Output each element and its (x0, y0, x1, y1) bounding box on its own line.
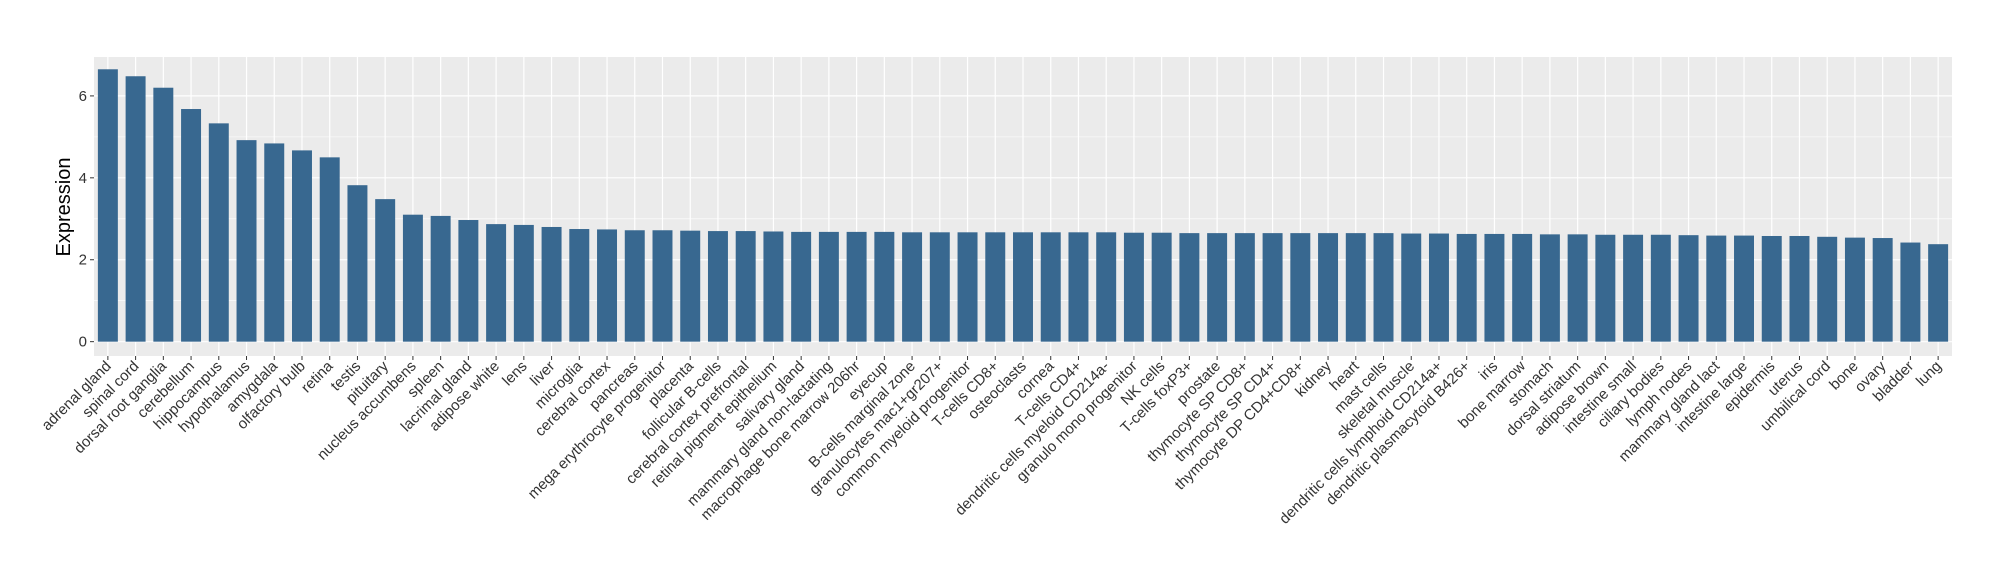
bar (735, 231, 756, 342)
bar (486, 224, 507, 342)
bar (1456, 233, 1477, 342)
bar (1234, 233, 1255, 342)
bar (402, 214, 423, 342)
bar (652, 230, 673, 342)
bar (97, 69, 118, 342)
x-tick-label: lens (499, 358, 530, 389)
bar (1179, 233, 1200, 342)
bar (375, 199, 396, 342)
bar (624, 230, 645, 342)
bar (1928, 244, 1949, 342)
y-tick-label: 2 (79, 252, 87, 269)
bar (929, 232, 950, 342)
bar (1068, 232, 1089, 342)
bar (1207, 233, 1228, 342)
bar (1650, 234, 1671, 342)
bar (1817, 236, 1838, 342)
bar (264, 143, 285, 342)
x-tick-label: lung (1913, 358, 1945, 390)
y-axis-title: Expression (53, 158, 75, 257)
bar (1345, 233, 1366, 342)
bar (569, 229, 590, 342)
bar (1844, 237, 1865, 342)
bar (1040, 232, 1061, 342)
bar (1900, 242, 1921, 342)
bar (1539, 234, 1560, 342)
x-tick-label: retina (298, 357, 337, 396)
bar (957, 232, 978, 342)
bar (1761, 235, 1782, 342)
bar (818, 231, 839, 342)
bar (1595, 234, 1616, 342)
bar (541, 226, 562, 342)
bar (458, 220, 479, 342)
bar (1734, 235, 1754, 342)
bar (846, 231, 867, 342)
bar (597, 229, 618, 342)
bar (1373, 233, 1394, 342)
bar (1151, 232, 1172, 342)
bar (1706, 235, 1727, 342)
y-tick-label: 4 (79, 170, 87, 187)
bar (1512, 233, 1533, 342)
bar (1428, 233, 1449, 342)
bar (1567, 234, 1588, 342)
bar (125, 76, 146, 342)
bar (985, 232, 1006, 342)
bar (1872, 238, 1893, 342)
bar (1318, 233, 1339, 342)
bar (1123, 232, 1144, 342)
bar (430, 215, 451, 342)
bar (319, 157, 340, 342)
bar (153, 87, 174, 342)
bar (763, 231, 784, 342)
bar-layer (97, 69, 1949, 342)
bar (680, 230, 701, 342)
bar (513, 224, 534, 342)
bar (874, 231, 895, 342)
bar (1290, 233, 1311, 342)
bar (208, 123, 229, 342)
y-axis: 0 2 4 6 (79, 88, 94, 351)
bar (791, 231, 812, 342)
bar (236, 140, 257, 342)
bar (292, 150, 312, 342)
bar (707, 231, 728, 342)
bar (902, 232, 923, 342)
bar (1623, 234, 1644, 342)
bar (347, 185, 368, 342)
bar (1013, 232, 1033, 342)
bar (1678, 235, 1699, 342)
bar (1789, 235, 1810, 342)
y-tick-label: 6 (79, 88, 87, 105)
bar (1096, 232, 1117, 342)
y-tick-label: 0 (79, 334, 87, 351)
bar (1262, 233, 1283, 342)
bar (181, 109, 202, 342)
bar (1484, 233, 1505, 342)
bar (1401, 233, 1422, 342)
